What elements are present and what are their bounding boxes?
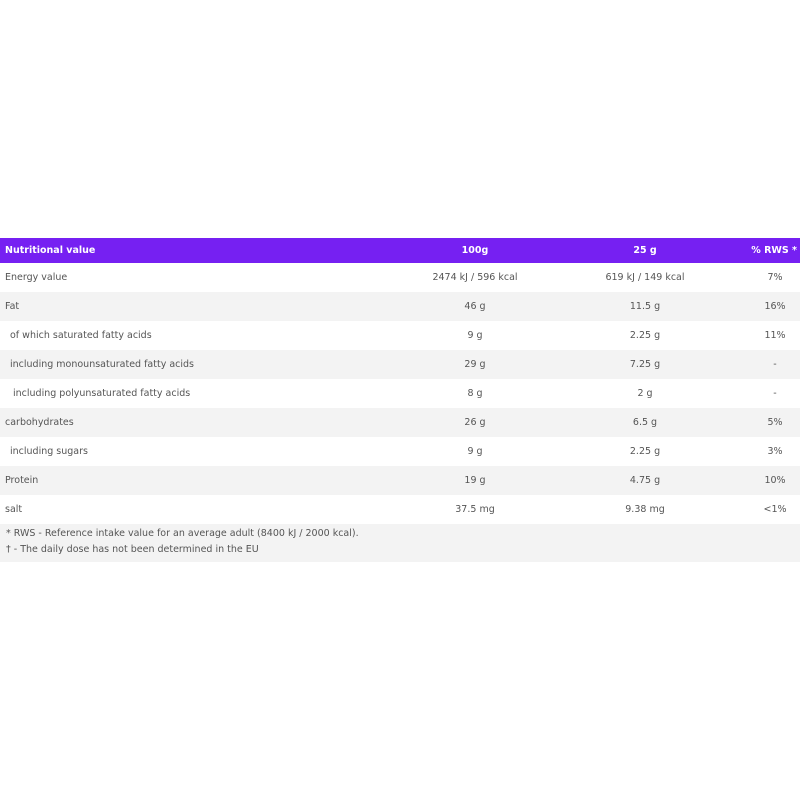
value-cell: 29 g [464, 359, 486, 370]
footnotes: * RWS - Reference intake value for an av… [0, 524, 800, 562]
value-cell: 10% [764, 475, 786, 486]
label-cell: including polyunsaturated fatty acids [13, 388, 191, 399]
value-cell: 4.75 g [629, 475, 661, 486]
value-cell: 8 g [467, 388, 483, 399]
table-row: salt 37.5 mg 9.38 mg <1% [0, 495, 800, 524]
value-cell: 37.5 mg [455, 504, 495, 515]
value-cell: 16% [764, 301, 786, 312]
table-row: Fat 46 g 11.5 g 16% [0, 292, 800, 321]
value-cell: <1% [763, 504, 787, 515]
value-cell: - [773, 359, 777, 370]
table-row: of which saturated fatty acids 9 g 2.25 g 1… [0, 321, 800, 350]
header-cell: % RWS * [751, 245, 797, 256]
value-cell: 7% [767, 272, 783, 283]
value-cell: 7.25 g [629, 359, 661, 370]
label-cell: of which saturated fatty acids [10, 330, 152, 341]
value-cell: 2.25 g [629, 330, 661, 341]
value-cell: 619 kJ / 149 kcal [605, 272, 685, 283]
value-cell: 9 g [467, 446, 483, 457]
table-row: carbohydrates 26 g 6.5 g 5% [0, 408, 800, 437]
label-cell: carbohydrates [5, 417, 74, 428]
header-cell: 25 g [633, 245, 657, 256]
value-cell: 3% [767, 446, 783, 457]
value-cell: 2 g [637, 388, 653, 399]
value-cell: 11% [764, 330, 786, 341]
label-cell: Energy value [5, 272, 68, 283]
footnote: † - The daily dose has not been determin… [6, 544, 259, 555]
header-row: Nutritional value 100g 25 g % RWS * [0, 238, 800, 263]
table-row: including polyunsaturated fatty acids 8 g… [0, 379, 800, 408]
nutrition-table: Nutritional value 100g 25 g % RWS * Energy v… [0, 238, 800, 562]
label-cell: Fat [5, 301, 20, 312]
value-cell: 5% [767, 417, 783, 428]
label-cell: Protein [5, 475, 39, 486]
value-cell: 9 g [467, 330, 483, 341]
label-cell: including monounsaturated fatty acids [10, 359, 195, 370]
value-cell: 2474 kJ / 596 kcal [432, 272, 518, 283]
value-cell: - [773, 388, 777, 399]
value-cell: 6.5 g [632, 417, 658, 428]
value-cell: 46 g [464, 301, 486, 312]
table-row: including sugars 9 g 2.25 g 3% [0, 437, 800, 466]
value-cell: 11.5 g [629, 301, 661, 312]
table-row: including monounsaturated fatty acids 29 … [0, 350, 800, 379]
header-cell: Nutritional value [5, 245, 96, 256]
table-row: Protein 19 g 4.75 g 10% [0, 466, 800, 495]
label-cell: salt [5, 504, 23, 515]
table-row: Energy value 2474 kJ / 596 kcal 619 kJ / 1… [0, 263, 800, 292]
value-cell: 9.38 mg [625, 504, 665, 515]
value-cell: 2.25 g [629, 446, 661, 457]
header-cell: 100g [461, 245, 489, 256]
value-cell: 19 g [464, 475, 486, 486]
value-cell: 26 g [464, 417, 486, 428]
label-cell: including sugars [10, 446, 88, 457]
footnote: * RWS - Reference intake value for an av… [6, 528, 359, 539]
